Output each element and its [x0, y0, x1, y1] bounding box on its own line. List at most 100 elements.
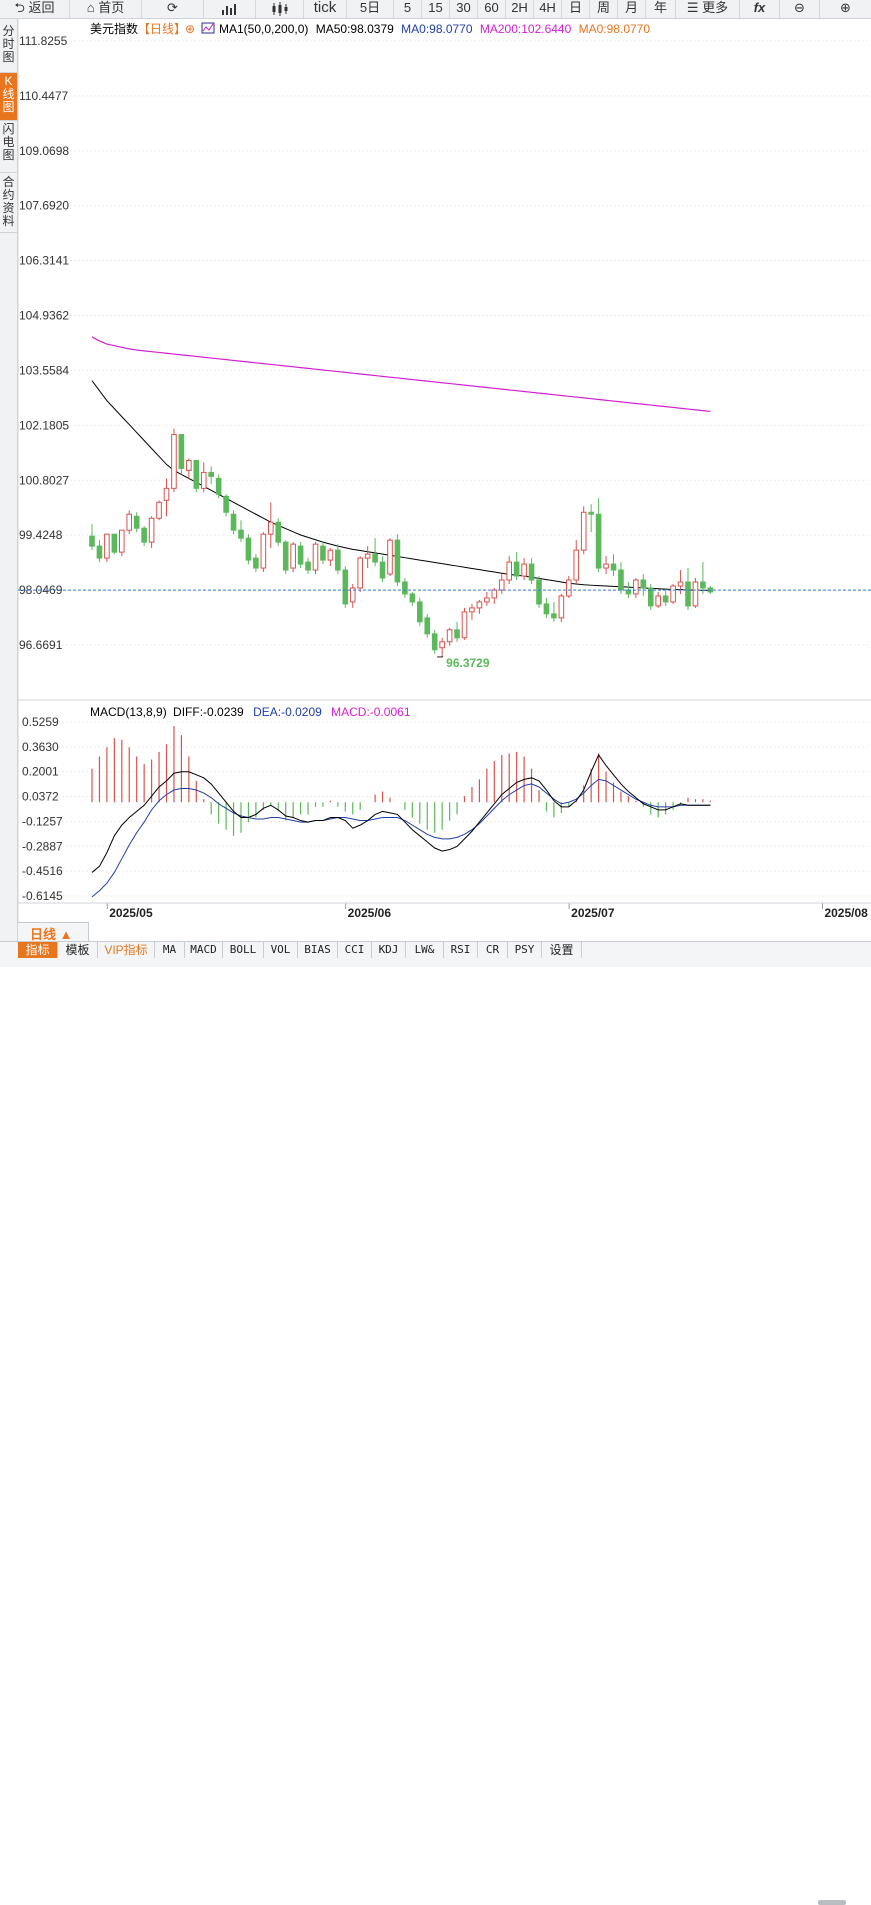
candle-body [208, 471, 214, 477]
period-tag: 【日线】 [138, 22, 186, 36]
bar-chart-button[interactable] [204, 0, 256, 18]
period-60-button[interactable]: 60 [478, 0, 506, 18]
candle-body [186, 459, 192, 471]
period-5-button[interactable]: 5 [394, 0, 422, 18]
candle-body [193, 459, 200, 489]
more-label: 更多 [702, 0, 729, 15]
tab-bias[interactable]: BIAS [298, 942, 338, 958]
formula-button[interactable]: fx [740, 0, 780, 18]
ma-config-icon[interactable] [201, 22, 215, 34]
tab-template[interactable]: 模板 [58, 942, 98, 958]
candle-body [424, 617, 431, 635]
candle-body [312, 543, 319, 571]
candle-body [119, 529, 125, 553]
tab-indicator[interactable]: 指标 [18, 942, 58, 958]
period-year-button[interactable]: 年 [646, 0, 676, 18]
zoom-in-button[interactable]: ⊕ [820, 0, 871, 18]
tab-vol[interactable]: VOL [264, 942, 298, 958]
period-month-button[interactable]: 月 [618, 0, 646, 18]
price-axis: 111.8255 110.4477 109.0698 107.6920 106.3141… [19, 34, 69, 652]
ma0-value-a: MA0:98.0770 [401, 22, 473, 36]
horizontal-scrollbar[interactable] [818, 1900, 846, 1905]
zoom-out-button[interactable]: ⊖ [780, 0, 820, 18]
tab-cr[interactable]: CR [478, 942, 508, 958]
period-label: 日线 ▲ [30, 927, 73, 942]
candle-body [89, 535, 95, 547]
sidebar-item-timeshare[interactable]: 分时图 [0, 23, 17, 73]
more-button[interactable]: ☰ 更多 [676, 0, 740, 18]
candle-body [528, 563, 535, 581]
price-tick-label: 110.4477 [19, 89, 68, 103]
candle-body [677, 581, 684, 587]
macd-grid [18, 721, 871, 897]
tab-psy[interactable]: PSY [508, 942, 542, 958]
candle-body [618, 569, 624, 591]
diff-line [91, 753, 711, 873]
back-button[interactable]: ⮌ 返回 [0, 0, 70, 18]
period-selector[interactable]: 日线 ▲ [18, 922, 89, 942]
sidebar-item-kline[interactable]: K线图 [0, 73, 17, 121]
tab-ma[interactable]: MA [155, 942, 185, 958]
candle-body [148, 517, 155, 543]
home-label: 首页 [98, 0, 125, 15]
candle-body [640, 579, 647, 589]
candle-body [394, 539, 401, 583]
candle-body [372, 553, 378, 563]
candle-body [111, 533, 118, 553]
tab-rsi[interactable]: RSI [444, 942, 478, 958]
candle-body [588, 511, 594, 515]
candle-body [357, 557, 363, 589]
time-tick-label: 2025/07 [571, 906, 615, 920]
tab-boll[interactable]: BOLL [223, 942, 264, 958]
period-week-button[interactable]: 周 [590, 0, 618, 18]
period-15-button[interactable]: 15 [422, 0, 450, 18]
macd-tick-label: 0.2001 [22, 765, 59, 779]
candle-body [171, 434, 177, 489]
chart-svg[interactable]: 111.8255 110.4477 109.0698 107.6920 106.3141… [2, 19, 871, 922]
candle-body [647, 587, 654, 607]
tab-vip[interactable]: VIP指标 [98, 942, 155, 958]
candle-body [439, 641, 445, 649]
period-4h-button[interactable]: 4H [534, 0, 562, 18]
tab-settings[interactable]: 设置 [542, 942, 582, 958]
candle-body [655, 595, 662, 607]
candle-body [662, 595, 669, 603]
candle-body [268, 521, 274, 535]
candle-body [327, 549, 334, 561]
candlestick-icon [272, 1, 287, 16]
tab-lw[interactable]: LW& [406, 942, 444, 958]
candle-button[interactable] [256, 0, 304, 18]
ma-set-label: MA1(50,0,200,0) [219, 22, 308, 36]
candle-body [238, 529, 244, 539]
period-2h-button[interactable]: 2H [506, 0, 534, 18]
home-icon: ⌂ [86, 0, 95, 15]
tab-macd[interactable]: MACD [185, 942, 223, 958]
candle-body [431, 633, 438, 651]
macd-value: MACD:-0.0061 [331, 705, 411, 719]
chart-area[interactable]: 111.8255 110.4477 109.0698 107.6920 106.3141… [2, 19, 871, 922]
tab-kdj[interactable]: KDJ [372, 942, 406, 958]
refresh-icon: ⟳ [167, 0, 178, 15]
period-30-button[interactable]: 30 [450, 0, 478, 18]
ma50-value: MA50:98.0379 [316, 22, 394, 36]
candle-body [253, 557, 259, 569]
tick-button[interactable]: tick [304, 0, 347, 18]
candle-body [297, 545, 304, 565]
candle-body [446, 629, 453, 643]
candle-body [476, 601, 483, 609]
five-day-button[interactable]: 5日 [347, 0, 394, 18]
macd-axis: 0.5259 0.3630 0.2001 0.0372 -0.1257 -0.2887 -0… [22, 715, 63, 903]
sidebar-item-contract[interactable]: 合约资料 [0, 173, 17, 233]
refresh-button[interactable]: ⟳ [142, 0, 204, 18]
bar-chart-icon [221, 3, 236, 15]
tab-cci[interactable]: CCI [338, 942, 372, 958]
add-indicator-icon[interactable]: ⊕ [185, 22, 195, 36]
diff-path [91, 753, 711, 873]
indicator-tabs: 指标 模板 VIP指标 MA MACD BOLL VOL BIAS CCI KD… [0, 941, 871, 1905]
ma50-line [91, 380, 711, 591]
period-day-button[interactable]: 日 [562, 0, 590, 18]
home-button[interactable]: ⌂ 首页 [70, 0, 142, 18]
sidebar-item-flash[interactable]: 闪电图 [0, 121, 17, 173]
candle-body [580, 511, 587, 551]
ma0-value-b: MA0:98.0770 [579, 22, 651, 36]
